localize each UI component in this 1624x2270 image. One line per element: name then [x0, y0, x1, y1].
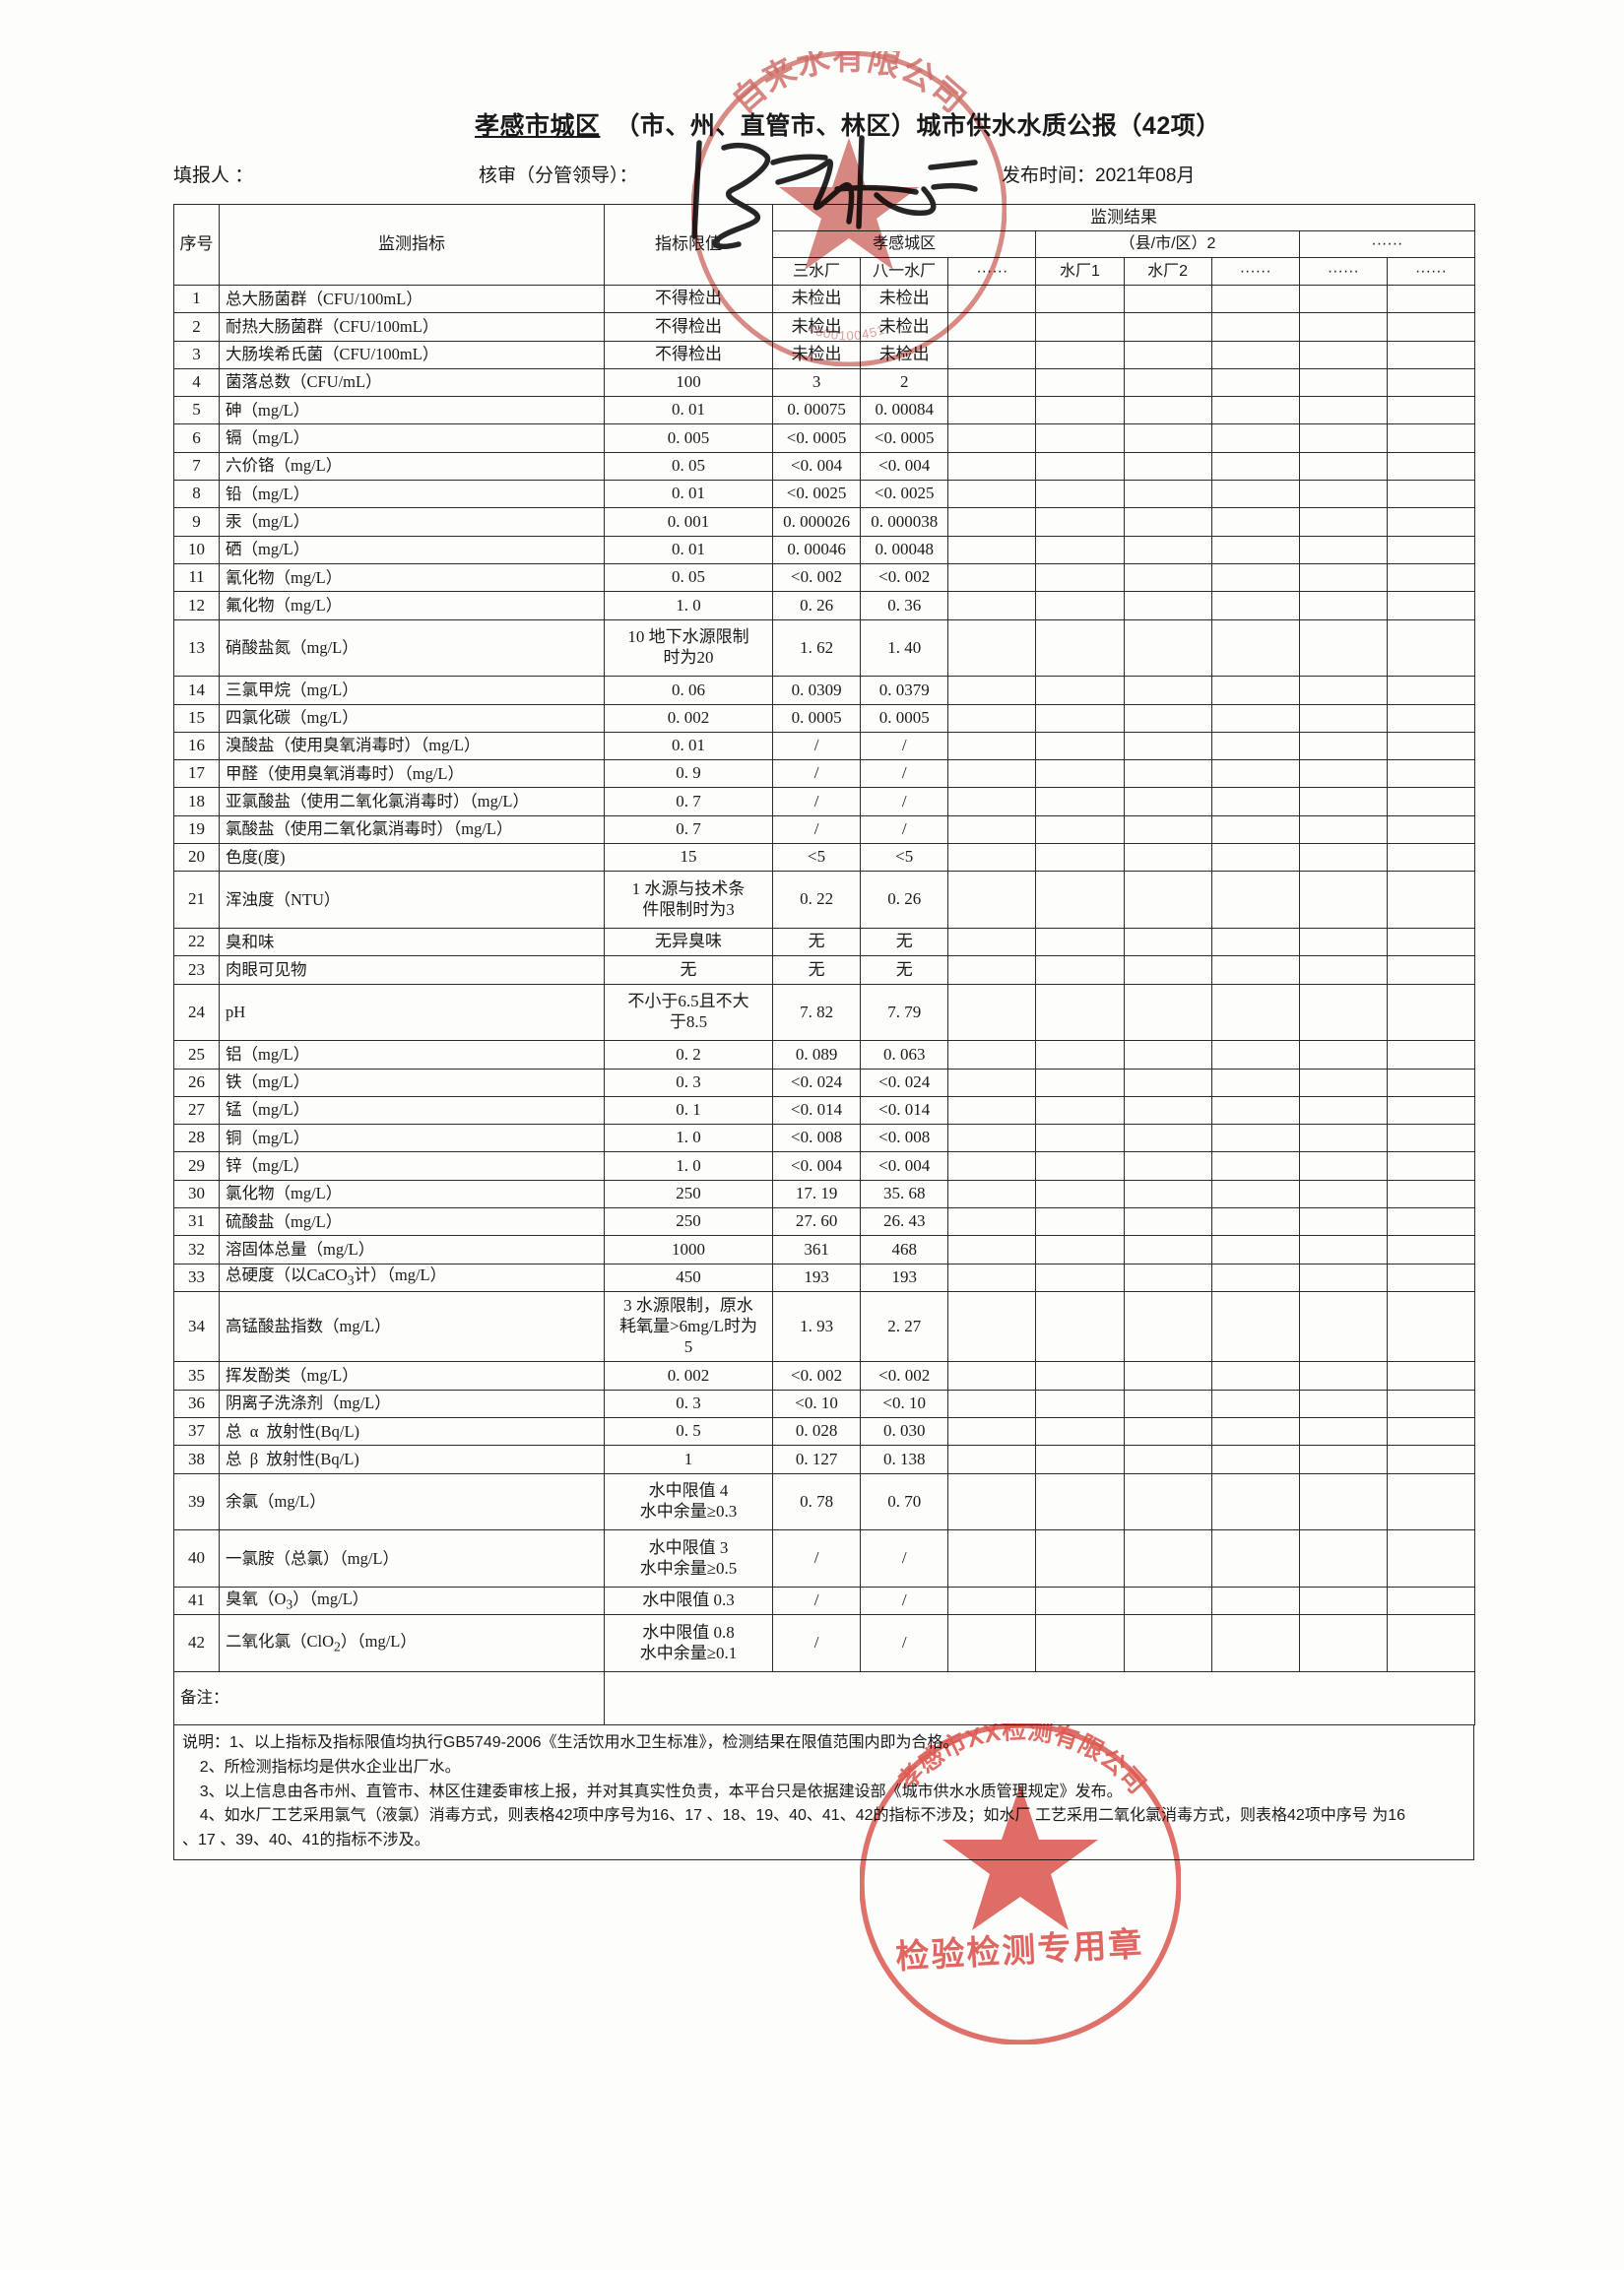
svg-text:4600100451: 4600100451 — [806, 321, 886, 344]
svg-text:检验检测专用章: 检验检测专用章 — [895, 1924, 1145, 1976]
svg-text:孝感市XX检测有限公司: 孝感市XX检测有限公司 — [893, 1723, 1151, 1799]
svg-text:自来水有限公司: 自来水有限公司 — [725, 51, 973, 120]
